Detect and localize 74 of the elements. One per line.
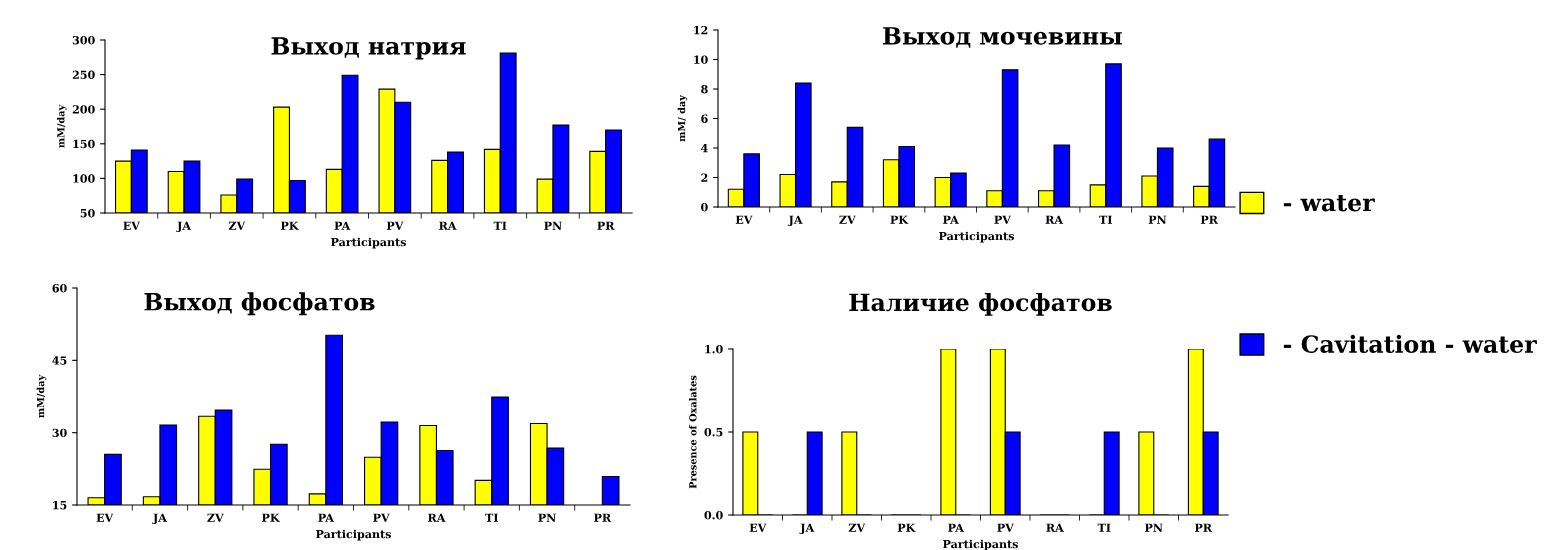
x-tick-label: RA <box>1046 523 1064 532</box>
y-tick-label: 8 <box>701 84 708 94</box>
x-tick-label: TI <box>1099 215 1112 224</box>
x-tick-label: PK <box>262 513 280 522</box>
y-tick-label: 150 <box>73 139 95 149</box>
y-tick-label: 300 <box>72 35 95 45</box>
x-tick-label: ZV <box>848 523 866 532</box>
x-tick-label: PA <box>948 523 964 532</box>
y-axis-title: mM/day <box>56 104 67 148</box>
y-axis-title: mM/ day <box>677 94 688 142</box>
x-tick-label: EV <box>123 221 141 230</box>
y-tick-label: 1.0 <box>705 344 723 354</box>
x-axis-title: Participants <box>943 539 1018 550</box>
y-tick-label: 30 <box>52 428 67 438</box>
x-tick-label: RA <box>428 513 446 522</box>
x-tick-label: PK <box>280 221 299 230</box>
y-tick-label: 0.5 <box>704 427 723 437</box>
y-tick-label: 6 <box>701 114 708 123</box>
y-tick-label: 0 <box>701 202 708 212</box>
x-tick-label: JA <box>787 215 803 227</box>
y-tick-label: 250 <box>72 70 95 79</box>
x-tick-label: TI <box>485 513 498 522</box>
x-tick-label: TI <box>1097 523 1111 532</box>
y-tick-label: 200 <box>72 105 95 114</box>
y-tick-label: 4 <box>701 143 708 153</box>
x-tick-label: RA <box>439 221 457 230</box>
x-axis-title: Participants <box>939 231 1014 243</box>
x-tick-label: PA <box>334 221 351 230</box>
x-tick-label: PA <box>943 215 959 224</box>
x-tick-label: PR <box>1200 215 1219 224</box>
x-tick-label: PV <box>994 215 1011 224</box>
legend-label: - water <box>1283 195 1375 212</box>
chart-title: Наличие фосфатов <box>849 292 1112 316</box>
x-tick-label: PN <box>538 513 556 522</box>
x-axis-title: Participants <box>316 529 391 541</box>
x-tick-label: EV <box>96 513 114 522</box>
x-tick-label: PR <box>597 221 615 230</box>
x-tick-label: PN <box>1148 215 1167 224</box>
chart-title: Выход натрия <box>271 37 466 60</box>
x-tick-label: ZV <box>839 215 856 224</box>
x-tick-label: EV <box>735 215 753 224</box>
y-tick-label: 100 <box>73 174 95 183</box>
y-tick-label: 10 <box>694 55 708 64</box>
x-tick-label: PA <box>318 513 335 522</box>
x-tick-label: PK <box>897 523 916 532</box>
x-tick-label: EV <box>749 523 767 532</box>
x-tick-label: PR <box>594 513 612 522</box>
y-tick-label: 12 <box>694 25 708 35</box>
x-tick-label: PV <box>373 513 390 522</box>
y-tick-label: 2 <box>701 173 708 182</box>
y-axis-title: Presence of Oxalates <box>688 375 697 489</box>
y-tick-label: 60 <box>52 283 67 293</box>
x-axis-title: Participants <box>331 237 406 249</box>
x-tick-label: PK <box>890 215 909 224</box>
x-tick-label: JA <box>799 523 815 535</box>
x-tick-label: JA <box>176 221 192 233</box>
x-tick-label: ZV <box>207 513 224 522</box>
chart-title: Выход мочевины <box>883 27 1122 48</box>
y-tick-label: 15 <box>53 500 67 510</box>
x-tick-label: RA <box>1045 215 1064 224</box>
y-axis-title: mM/day <box>36 374 47 418</box>
legend-label: - Cavitation - water <box>1283 334 1537 354</box>
x-tick-label: PV <box>386 221 404 230</box>
y-tick-label: 45 <box>52 356 67 365</box>
x-tick-label: PV <box>997 523 1014 532</box>
y-tick-label: 50 <box>80 208 95 218</box>
x-tick-label: PN <box>544 221 562 230</box>
x-tick-label: PN <box>1145 523 1163 532</box>
y-tick-label: 0.0 <box>704 510 723 520</box>
x-tick-label: TI <box>493 221 507 230</box>
x-tick-label: ZV <box>228 221 246 230</box>
x-tick-label: JA <box>152 513 168 525</box>
x-tick-label: PR <box>1194 523 1213 532</box>
chart-title: Выход фосфатов <box>144 292 375 316</box>
